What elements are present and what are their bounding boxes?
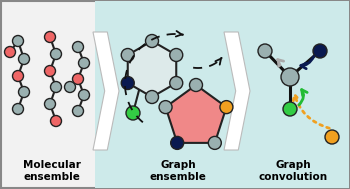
Circle shape [72,42,84,53]
Circle shape [159,101,172,114]
Circle shape [121,77,134,90]
Circle shape [50,81,62,92]
Circle shape [50,115,62,126]
Circle shape [258,44,272,58]
Circle shape [146,91,159,104]
Circle shape [13,36,23,46]
Circle shape [283,102,297,116]
Circle shape [170,77,183,90]
Circle shape [281,68,299,86]
Circle shape [126,106,140,120]
Polygon shape [93,32,119,150]
Circle shape [189,78,203,91]
Circle shape [220,101,233,114]
Circle shape [78,57,90,68]
Circle shape [19,87,29,98]
Circle shape [13,70,23,81]
Circle shape [72,74,84,84]
Polygon shape [128,41,176,97]
Circle shape [208,136,221,149]
Circle shape [313,44,327,58]
Circle shape [50,49,62,60]
Circle shape [44,32,56,43]
Circle shape [13,104,23,115]
Circle shape [325,130,339,144]
Circle shape [121,49,134,61]
Circle shape [5,46,15,57]
Circle shape [44,66,56,77]
Circle shape [78,90,90,101]
Text: Graph
ensemble: Graph ensemble [149,160,206,182]
Circle shape [170,49,183,61]
Circle shape [72,105,84,116]
Text: Graph
convolution: Graph convolution [258,160,328,182]
Circle shape [44,98,56,109]
Circle shape [64,81,76,92]
Circle shape [19,53,29,64]
Polygon shape [224,32,250,150]
Text: Molecular
ensemble: Molecular ensemble [23,160,81,182]
FancyBboxPatch shape [95,1,349,188]
Circle shape [171,136,184,149]
Circle shape [146,35,159,47]
Polygon shape [166,85,226,143]
